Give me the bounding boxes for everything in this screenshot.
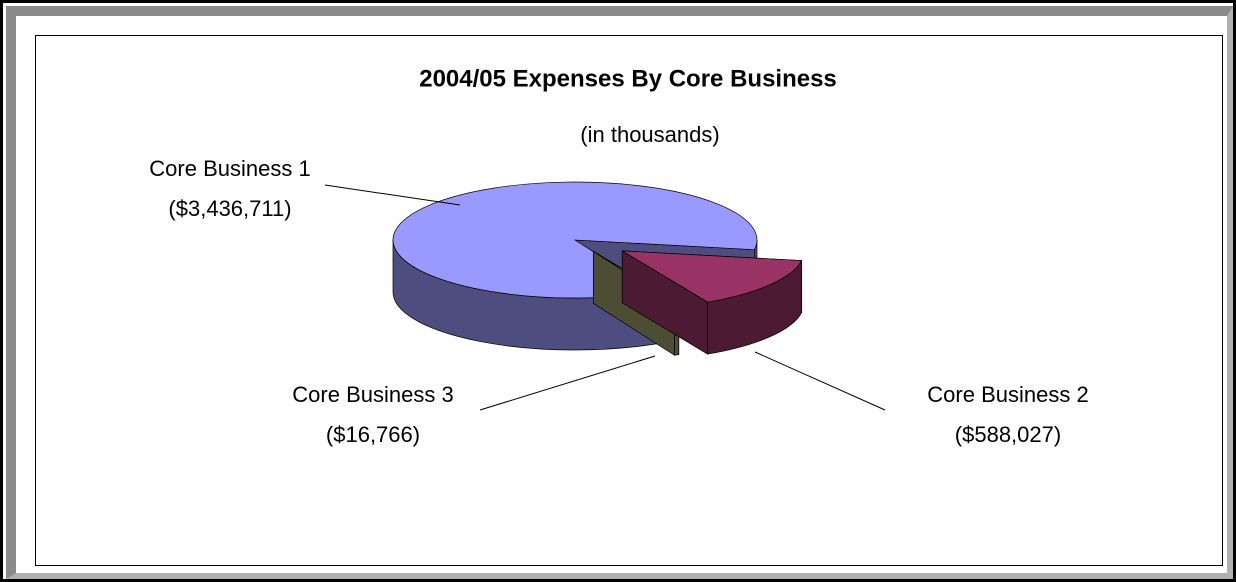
pie-slice (392, 181, 758, 299)
leader-line (754, 351, 886, 411)
bevel (6, 6, 1233, 579)
slice-value-label: ($16,766) (326, 422, 420, 447)
leader-line (324, 184, 461, 206)
slice-label: Core Business 1 (149, 156, 310, 181)
pie-slice (622, 250, 803, 303)
slice-value-label: ($588,027) (955, 422, 1061, 447)
slice-label: Core Business 2 (927, 382, 1088, 407)
slice-label: Core Business 3 (292, 382, 453, 407)
chart-title: 2004/05 Expenses By Core Business (419, 65, 837, 92)
chart-subtitle: (in thousands) (580, 122, 719, 147)
leader-line (479, 355, 656, 411)
slice-value-label: ($3,436,711) (168, 196, 291, 221)
